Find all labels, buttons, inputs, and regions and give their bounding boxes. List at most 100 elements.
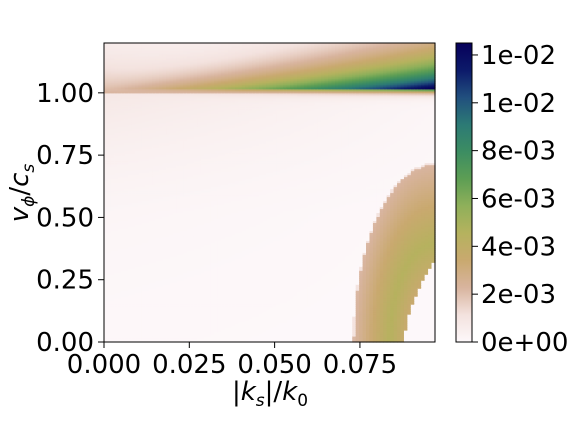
heatmap-cell	[110, 124, 115, 128]
heatmap-cell	[121, 262, 126, 265]
heatmap-cell	[176, 44, 181, 48]
heatmap-cell	[197, 280, 202, 283]
heatmap-cell	[152, 134, 157, 138]
heatmap-cell	[159, 252, 164, 255]
heatmap-cell	[107, 76, 112, 80]
heatmap-cell	[145, 190, 150, 194]
heatmap-cell	[135, 120, 140, 124]
heatmap-cell	[179, 270, 184, 273]
heatmap-cell	[148, 52, 153, 56]
heatmap-cell	[124, 340, 129, 343]
heatmap-cell	[135, 340, 140, 343]
heatmap-cell	[186, 144, 191, 148]
heatmap-cell	[169, 110, 174, 114]
heatmap-cell	[152, 336, 157, 339]
heatmap-cell	[124, 246, 129, 249]
heatmap-cell	[159, 228, 164, 231]
heatmap-cell	[179, 56, 184, 60]
heatmap-cell	[135, 316, 140, 319]
heatmap-cell	[183, 324, 188, 327]
heatmap-cell	[110, 248, 115, 251]
heatmap-cell	[176, 258, 181, 261]
heatmap-cell	[128, 148, 133, 152]
heatmap-cell	[200, 308, 205, 311]
heatmap-cell	[148, 172, 153, 176]
heatmap-cell	[145, 96, 150, 100]
heatmap-cell	[197, 282, 202, 285]
heatmap-cell	[155, 298, 160, 301]
heatmap-cell	[128, 328, 133, 331]
heatmap-cell	[193, 140, 198, 144]
heatmap-cell	[176, 58, 181, 62]
heatmap-cell	[169, 312, 174, 315]
heatmap-cell	[148, 304, 153, 307]
heatmap-cell	[190, 252, 195, 255]
heatmap-cell	[207, 144, 212, 148]
heatmap-cell	[117, 136, 122, 140]
heatmap-cell	[117, 246, 122, 249]
heatmap-cell	[190, 320, 195, 323]
heatmap-cell	[169, 90, 174, 94]
heatmap-cell	[214, 290, 219, 293]
heatmap-cell	[155, 194, 160, 198]
heatmap-cell	[176, 322, 181, 325]
heatmap-cell	[207, 128, 212, 132]
heatmap-cell	[210, 74, 215, 78]
heatmap-cell	[169, 52, 174, 56]
heatmap-cell	[107, 132, 112, 136]
heatmap-cell	[193, 46, 198, 50]
heatmap-cell	[117, 182, 122, 186]
heatmap-cell	[110, 68, 115, 72]
heatmap-cell	[135, 66, 140, 70]
heatmap-cell	[128, 232, 133, 235]
heatmap-cell	[110, 312, 115, 315]
heatmap-cell	[135, 124, 140, 128]
heatmap-cell	[159, 310, 164, 313]
heatmap-cell	[131, 300, 136, 303]
heatmap-cell	[169, 238, 174, 241]
heatmap-cell	[166, 102, 171, 106]
heatmap-cell	[124, 182, 129, 186]
heatmap-cell	[121, 136, 126, 140]
heatmap-cell	[124, 338, 129, 341]
heatmap-cell	[128, 200, 133, 204]
heatmap-cell	[145, 92, 150, 96]
heatmap-cell	[200, 302, 205, 305]
heatmap-cell	[200, 236, 205, 239]
heatmap-cell	[166, 142, 171, 146]
heatmap-cell	[117, 108, 122, 112]
heatmap-cell	[128, 76, 133, 80]
heatmap-cell	[166, 274, 171, 277]
heatmap-cell	[200, 230, 205, 233]
heatmap-cell	[152, 330, 157, 333]
heatmap-cell	[138, 70, 143, 74]
heatmap-cell	[152, 136, 157, 140]
heatmap-cell	[155, 144, 160, 148]
heatmap-cell	[104, 306, 109, 309]
heatmap-cell	[162, 302, 167, 305]
heatmap-cell	[155, 92, 160, 96]
heatmap-cell	[162, 140, 167, 144]
heatmap-cell	[197, 104, 202, 108]
heatmap-cell	[197, 52, 202, 56]
heatmap-cell	[121, 324, 126, 327]
heatmap-cell	[141, 72, 146, 76]
heatmap-cell	[169, 226, 174, 229]
heatmap-cell	[110, 164, 115, 168]
heatmap-cell	[210, 186, 215, 190]
heatmap-cell	[190, 80, 195, 84]
heatmap-cell	[131, 210, 136, 214]
heatmap-cell	[128, 132, 133, 136]
heatmap-cell	[128, 302, 133, 305]
heatmap-cell	[104, 180, 109, 184]
heatmap-cell	[169, 246, 174, 249]
heatmap-cell	[110, 64, 115, 68]
heatmap-cell	[117, 66, 122, 70]
heatmap-cell	[210, 210, 215, 214]
heatmap-cell	[135, 108, 140, 112]
heatmap-cell	[186, 286, 191, 289]
heatmap-cell	[207, 48, 212, 52]
heatmap-cell	[186, 306, 191, 309]
heatmap-cell	[128, 68, 133, 72]
heatmap-cell	[114, 76, 119, 80]
